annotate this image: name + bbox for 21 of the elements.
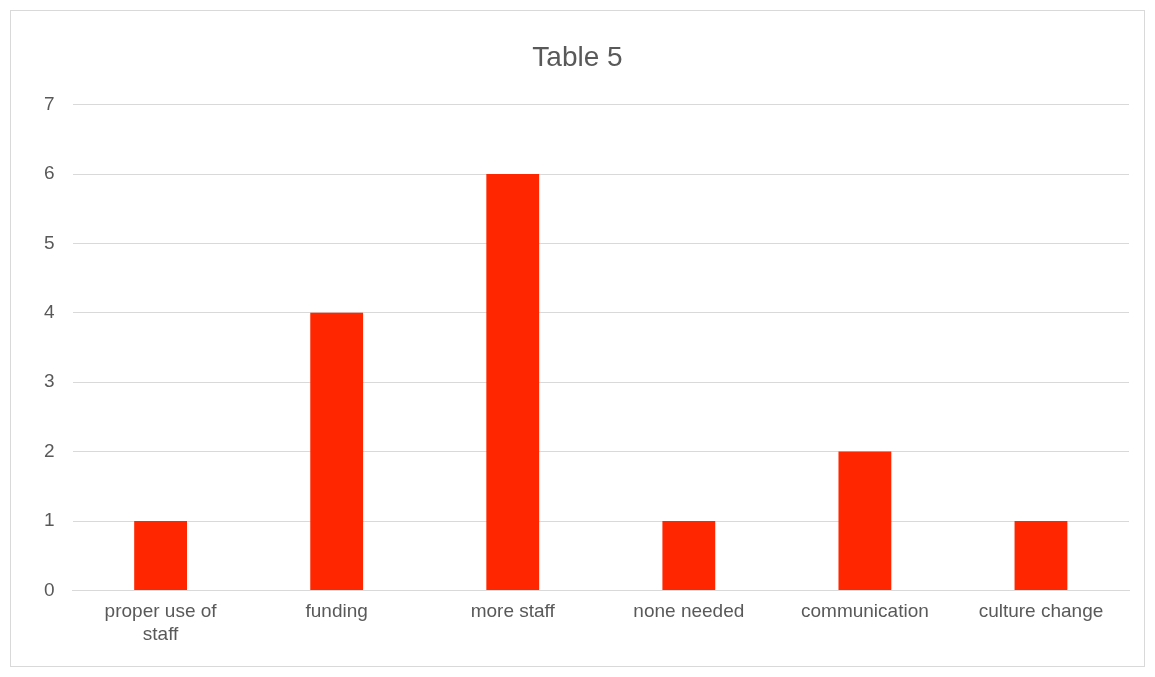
chart-title: Table 5 <box>532 40 623 72</box>
x-tick-label: proper use of staff <box>104 600 218 644</box>
x-tick-label: more staff <box>470 600 556 622</box>
y-tick-label: 7 <box>43 92 55 114</box>
bar <box>1014 521 1068 590</box>
x-tick-label: culture change <box>978 600 1104 622</box>
bar <box>134 521 188 590</box>
y-tick-label: 0 <box>43 578 55 600</box>
y-tick-label: 1 <box>43 509 55 531</box>
bar <box>310 312 364 590</box>
y-tick-label: 2 <box>43 439 55 461</box>
x-tick-label: communication <box>801 600 929 622</box>
bar <box>486 174 540 590</box>
y-tick-label: 5 <box>43 231 55 253</box>
x-tick-label: none needed <box>633 600 745 622</box>
bar <box>838 451 892 590</box>
y-tick-label: 4 <box>43 301 55 323</box>
x-tick-label: funding <box>305 600 368 622</box>
bar <box>662 521 716 590</box>
y-tick-label: 6 <box>43 162 55 184</box>
y-tick-label: 3 <box>43 370 55 392</box>
